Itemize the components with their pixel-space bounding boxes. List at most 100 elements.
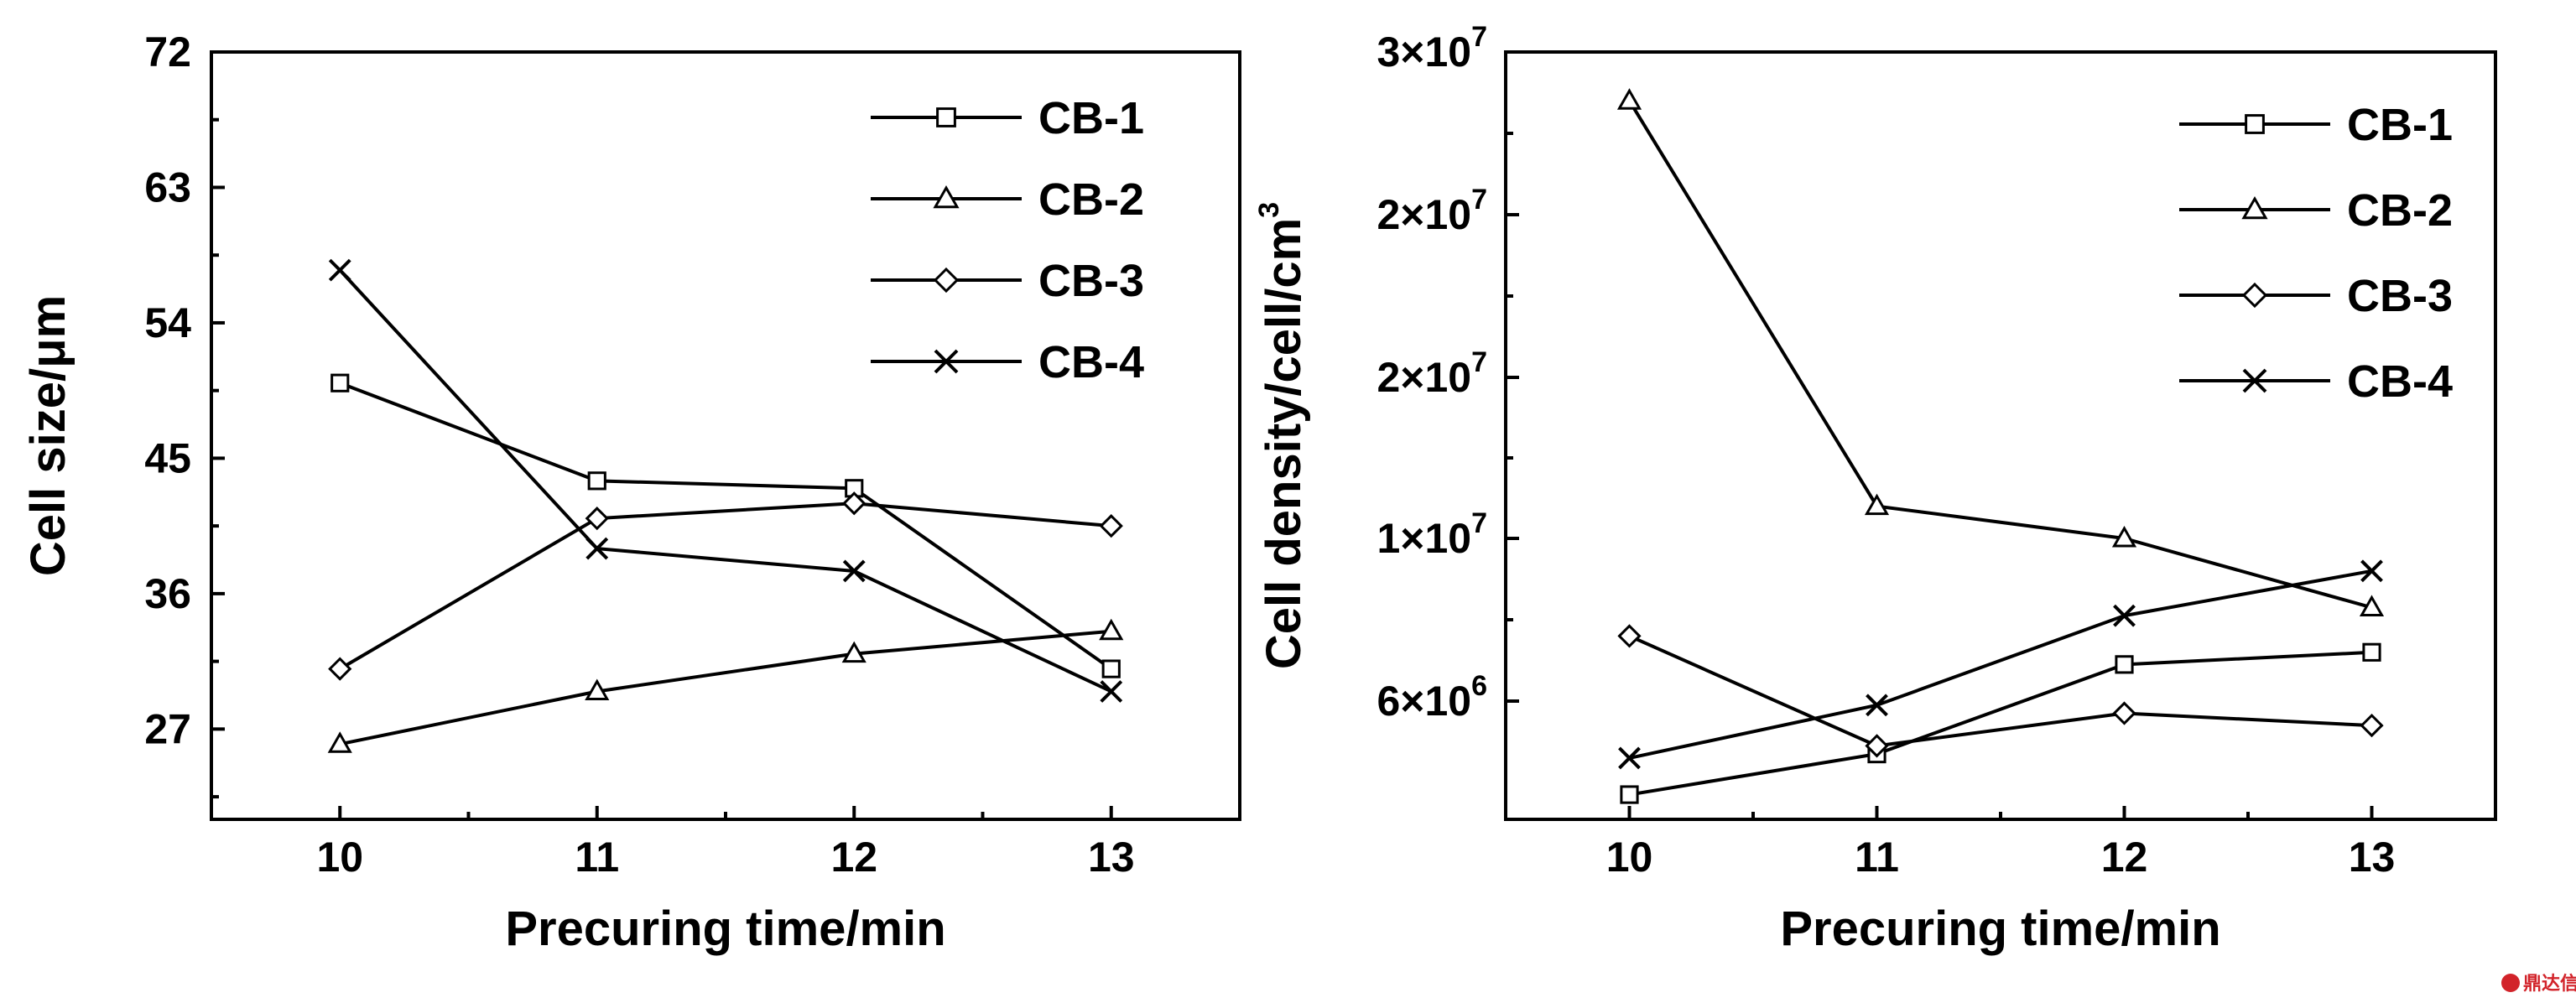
data-point — [2113, 604, 2136, 627]
series-cb-4 — [328, 258, 1123, 703]
series-cb-2 — [327, 618, 1124, 753]
data-point — [2112, 701, 2136, 725]
legend-label: CB-1 — [1038, 93, 1144, 143]
y-tick-label: 36 — [144, 570, 191, 617]
data-point — [328, 657, 352, 681]
series-line — [339, 629, 1111, 746]
legend: CB-1 CB-2 CB-3 CB-4 — [2179, 100, 2453, 407]
legend-marker — [2241, 282, 2268, 309]
series-cb-4 — [1618, 559, 2383, 770]
legend-marker — [936, 107, 956, 127]
legend-label: CB-4 — [2347, 356, 2453, 407]
data-point — [842, 491, 866, 516]
x-tick-label: 10 — [316, 834, 363, 881]
data-point — [841, 641, 866, 663]
data-point — [330, 373, 350, 392]
y-axis-title: Cell density/cell/cm3 — [1253, 202, 1311, 669]
x-tick-label: 13 — [2349, 834, 2396, 881]
x-axis-title: Precuring time/min — [505, 902, 945, 956]
data-point — [585, 678, 610, 700]
data-point — [585, 507, 609, 531]
y-axis-title: Cell size/μm — [21, 295, 75, 576]
series-line — [339, 502, 1111, 671]
legend-label: CB-3 — [2347, 271, 2453, 321]
legend-item-cb-1: CB-1 — [2179, 100, 2453, 150]
legend-label: CB-4 — [1038, 337, 1144, 387]
data-point — [2360, 559, 2383, 583]
data-point — [1620, 785, 1639, 804]
data-point — [1866, 694, 1888, 717]
data-point — [2111, 525, 2137, 548]
data-point — [1099, 618, 1124, 641]
series-cb-2 — [1616, 88, 2385, 616]
series-line — [339, 381, 1112, 671]
legend: CB-1 CB-2 CB-3 CB-4 — [871, 93, 1144, 387]
data-point — [2362, 642, 2381, 662]
legend-item-cb-4: CB-4 — [871, 337, 1144, 387]
y-tick-label: 3×107 — [1376, 21, 1487, 75]
data-point — [1099, 514, 1123, 538]
legend-label: CB-2 — [1038, 174, 1144, 225]
data-point — [1101, 659, 1121, 678]
watermark-text: 鼎达信 — [2523, 973, 2576, 994]
legend-item-cb-2: CB-2 — [2179, 185, 2453, 236]
series-line — [1629, 569, 2372, 760]
x-tick-label: 12 — [830, 834, 877, 881]
data-point — [1865, 734, 1889, 758]
y-tick-label: 1×107 — [1376, 507, 1487, 562]
legend-marker — [933, 184, 960, 209]
legend-marker — [2245, 114, 2265, 134]
x-tick-label: 11 — [575, 834, 619, 881]
legend-item-cb-4: CB-4 — [2179, 356, 2453, 407]
y-tick-label: 54 — [144, 299, 191, 346]
legend-marker — [2241, 195, 2268, 220]
series-line — [1627, 100, 2373, 610]
plot-frame — [210, 50, 1241, 821]
y-tick-label: 45 — [144, 434, 191, 481]
legend-label: CB-1 — [2347, 100, 2453, 150]
series-cb-3 — [1617, 624, 2384, 758]
data-point — [1100, 680, 1123, 703]
y-tick-label: 72 — [144, 29, 191, 75]
legend-marker — [933, 267, 960, 294]
y-tick-label: 27 — [144, 705, 191, 752]
legend-item-cb-2: CB-2 — [871, 174, 1144, 225]
y-tick-label: 6×106 — [1376, 670, 1487, 725]
cell-density-chart: 10 11 12 13 Precuring time/min 3×107 2×107 2×10… — [1253, 21, 2497, 956]
data-point — [2115, 655, 2134, 674]
y-tick-label: 2×107 — [1376, 346, 1487, 401]
data-point — [585, 537, 609, 560]
legend-label: CB-2 — [2347, 185, 2453, 236]
data-point — [2359, 595, 2385, 616]
data-point — [328, 258, 351, 282]
series-cb-3 — [328, 491, 1123, 681]
watermark: 鼎达信 — [2501, 973, 2576, 994]
data-point — [587, 471, 606, 491]
x-tick-label: 10 — [1606, 834, 1653, 881]
legend-label: CB-3 — [1038, 256, 1144, 306]
cell-size-chart: 10 11 12 13 Precuring time/min 27 36 45 54 63 72 Ce… — [21, 29, 1241, 956]
y-tick-label: 2×107 — [1376, 184, 1487, 238]
data-point — [2360, 713, 2384, 738]
data-point — [842, 559, 866, 583]
data-point — [1864, 493, 1890, 516]
data-point — [1618, 746, 1641, 770]
series-line — [338, 268, 1112, 694]
data-point — [1617, 624, 1642, 648]
y-tick-label: 63 — [144, 164, 191, 210]
data-point — [1616, 88, 1642, 110]
x-tick-label: 11 — [1855, 834, 1899, 881]
legend-marker — [934, 349, 959, 374]
data-point — [327, 731, 352, 753]
x-tick-label: 13 — [1088, 834, 1135, 881]
series-cb-1 — [330, 373, 1121, 678]
legend-item-cb-3: CB-3 — [871, 256, 1144, 306]
series-cb-1 — [1620, 642, 2381, 804]
legend-item-cb-1: CB-1 — [871, 93, 1144, 143]
x-tick-label: 12 — [2101, 834, 2148, 881]
plot-frame — [1504, 50, 2497, 821]
legend-item-cb-3: CB-3 — [2179, 271, 2453, 321]
watermark-logo-icon — [2501, 974, 2520, 992]
series-line — [1629, 650, 2372, 797]
